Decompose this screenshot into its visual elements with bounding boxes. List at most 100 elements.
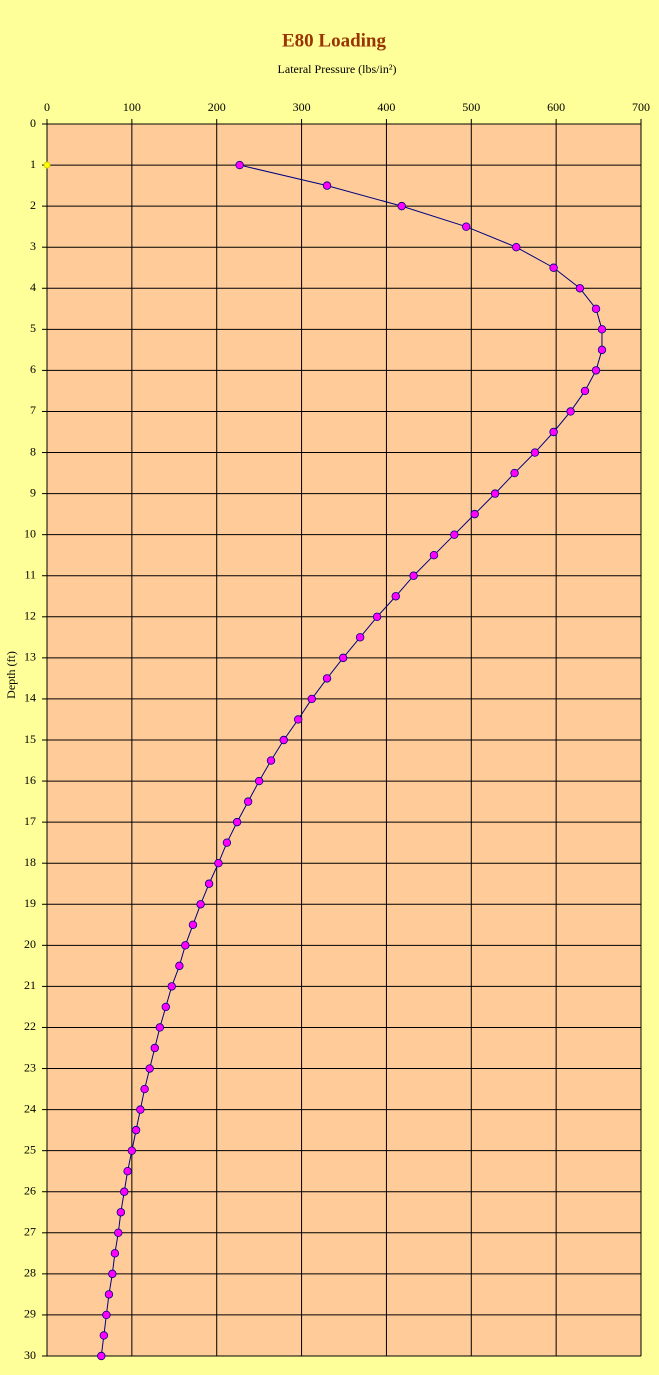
y-tick-label: 16 [24, 773, 36, 787]
y-tick-label: 25 [24, 1142, 36, 1156]
data-point [591, 304, 601, 313]
y-tick-label: 0 [30, 116, 36, 130]
data-point [99, 1331, 109, 1340]
y-tick-label: 3 [30, 239, 36, 253]
data-point [243, 797, 253, 806]
y-tick-label: 17 [24, 814, 36, 828]
data-point [566, 407, 575, 416]
data-point [145, 1064, 154, 1073]
y-tick-label: 11 [24, 567, 36, 581]
data-point [307, 694, 316, 704]
data-point [167, 982, 176, 991]
data-point [114, 1228, 123, 1237]
y-tick-label: 26 [24, 1183, 36, 1197]
y-tick-label: 30 [24, 1348, 36, 1362]
data-point [580, 386, 590, 396]
data-point [123, 1166, 132, 1176]
data-point [293, 715, 303, 724]
y-tick-label: 19 [24, 896, 36, 910]
data-point [322, 181, 332, 190]
data-point [108, 1269, 117, 1279]
data-point [181, 941, 190, 950]
data-point [150, 1043, 159, 1053]
data-point [597, 325, 607, 334]
data-point [120, 1187, 129, 1196]
data-point [204, 879, 214, 888]
data-point [161, 1002, 170, 1012]
data-point [110, 1249, 120, 1258]
data-point [232, 817, 242, 827]
data-point [196, 900, 205, 909]
y-tick-label: 21 [24, 978, 36, 992]
data-point [116, 1208, 126, 1217]
data-point [549, 263, 558, 272]
x-tick-label: 700 [632, 100, 650, 114]
data-point [322, 674, 332, 683]
x-tick-label: 600 [547, 100, 565, 114]
y-tick-label: 20 [24, 937, 36, 951]
x-tick-label: 500 [462, 100, 480, 114]
x-tick-label: 0 [44, 100, 50, 114]
data-point [102, 1310, 111, 1320]
data-point [136, 1105, 145, 1114]
data-point [530, 448, 540, 457]
x-axis-label: Lateral Pressure (lbs/in²) [278, 62, 397, 76]
data-point [254, 776, 264, 786]
data-point [372, 612, 382, 621]
y-tick-label: 1 [30, 157, 36, 171]
data-point [591, 366, 601, 375]
data-point [409, 571, 418, 580]
data-point [279, 735, 288, 745]
x-tick-label: 400 [377, 100, 395, 114]
y-tick-label: 15 [24, 732, 36, 746]
data-point [266, 756, 276, 765]
y-tick-label: 27 [24, 1225, 36, 1239]
y-tick-label: 18 [24, 855, 36, 869]
data-point [429, 551, 439, 560]
data-point [490, 489, 500, 498]
data-point [43, 161, 51, 169]
data-point [597, 345, 607, 355]
data-point [214, 859, 223, 868]
y-tick-label: 28 [24, 1266, 36, 1280]
x-tick-label: 100 [123, 100, 141, 114]
y-axis-label: Depth (ft) [4, 651, 18, 699]
data-point [450, 530, 459, 539]
data-point [338, 653, 348, 663]
y-tick-label: 7 [30, 403, 36, 417]
data-point [397, 201, 406, 211]
y-tick-label: 4 [30, 280, 36, 294]
data-point [470, 509, 479, 519]
y-tick-label: 9 [30, 485, 36, 499]
y-tick-label: 14 [24, 691, 36, 705]
chart-title: E80 Loading [282, 30, 387, 51]
data-point [127, 1146, 137, 1155]
y-tick-label: 2 [30, 198, 36, 212]
data-point [140, 1084, 149, 1094]
y-tick-label: 6 [30, 362, 36, 376]
y-tick-label: 29 [24, 1307, 36, 1321]
data-point [355, 633, 365, 642]
data-point [549, 427, 558, 437]
data-point [175, 961, 184, 971]
y-tick-label: 8 [30, 444, 36, 458]
y-tick-label: 12 [24, 609, 36, 623]
y-tick-label: 23 [24, 1060, 36, 1074]
data-point [104, 1290, 114, 1299]
y-tick-label: 22 [24, 1019, 36, 1033]
data-point [188, 920, 198, 929]
x-tick-label: 200 [208, 100, 226, 114]
data-point [222, 838, 232, 847]
data-point [575, 284, 585, 293]
y-tick-label: 10 [24, 526, 36, 540]
data-point [391, 592, 400, 601]
data-point [155, 1023, 165, 1032]
y-tick-label: 5 [30, 321, 36, 335]
data-point [131, 1125, 141, 1135]
data-point [235, 160, 244, 170]
data-point [461, 222, 471, 231]
data-point [512, 242, 521, 252]
data-point [510, 468, 519, 478]
